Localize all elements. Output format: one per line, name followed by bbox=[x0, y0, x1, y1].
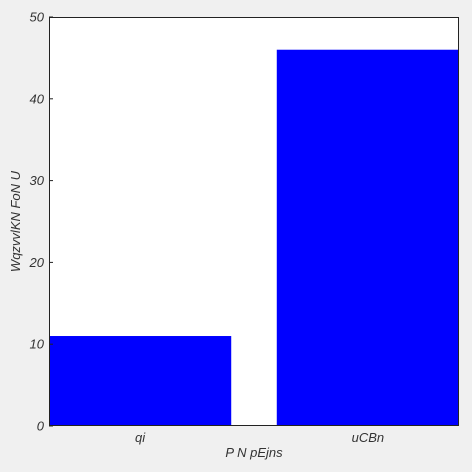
y-tick-label: 30 bbox=[30, 173, 45, 188]
plot-frame bbox=[49, 17, 459, 426]
bars-group bbox=[49, 49, 459, 426]
x-axis-ticks: qi uCBn bbox=[135, 430, 384, 445]
y-tick-label: 10 bbox=[30, 337, 45, 352]
y-axis-label: WqzvvlKN FoN U bbox=[8, 170, 23, 272]
y-tick-label: 0 bbox=[37, 419, 45, 434]
bar-qi bbox=[49, 336, 232, 426]
x-tick-label: qi bbox=[135, 430, 146, 445]
bar-uCBn bbox=[276, 49, 459, 426]
y-tick-label: 50 bbox=[30, 10, 45, 25]
x-tick-label: uCBn bbox=[352, 430, 385, 445]
y-axis-ticks: 0 10 20 30 40 50 bbox=[29, 10, 53, 434]
y-tick-label: 40 bbox=[30, 91, 45, 106]
y-tick-label: 20 bbox=[29, 255, 45, 270]
x-axis-label: P N pEjns bbox=[225, 445, 283, 460]
